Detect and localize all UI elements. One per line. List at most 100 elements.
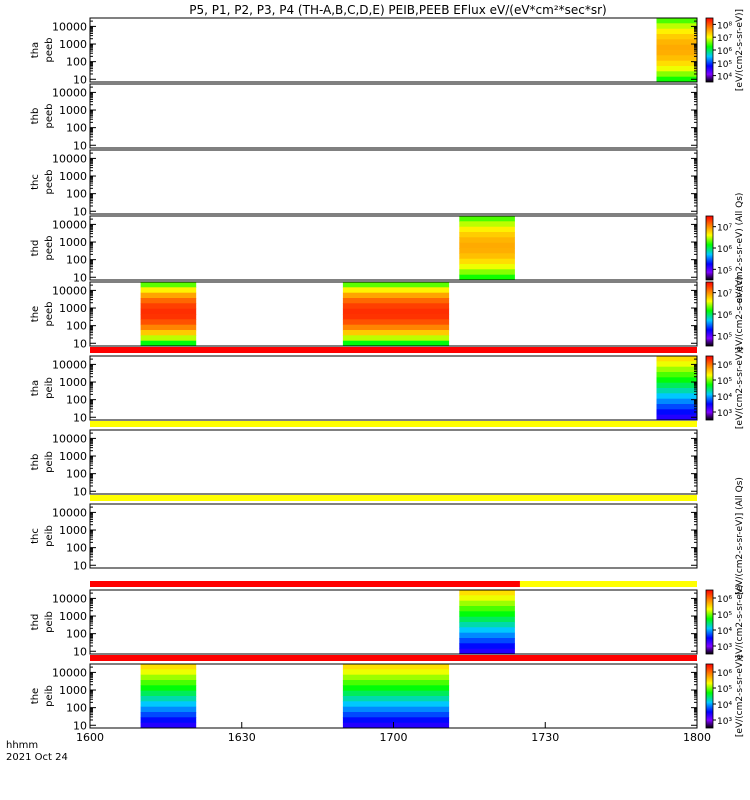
colorbar-tick-label: 10³ xyxy=(717,717,732,727)
spectrogram-block-the-peib-0-band-3 xyxy=(140,680,197,686)
spectrogram-block-the-peeb-1-band-11 xyxy=(342,340,450,347)
panel-probe-label: thb xyxy=(30,454,41,471)
spectrogram-block-the-peib-1-band-7 xyxy=(342,701,450,708)
panel-frame-thb-peeb xyxy=(89,83,698,149)
spectrogram-block-thd-peib-0-band-2 xyxy=(459,600,515,607)
colorbar-tick-label: 10⁵ xyxy=(717,266,732,276)
colorbar-tick-label: 10⁵ xyxy=(717,332,732,342)
y-tick-label-1000: 1000 xyxy=(59,302,87,315)
y-tick-label-10: 10 xyxy=(73,719,87,732)
spectrogram-block-thd-peib-0-band-5 xyxy=(459,616,515,623)
colorbar-tick-label: 10³ xyxy=(717,409,732,419)
colorbar-tick-label: 10⁶ xyxy=(717,311,732,321)
spectrogram-block-the-peib-0-band-5 xyxy=(140,690,197,697)
spectrogram-block-thd-peib-0-band-11 xyxy=(459,648,515,655)
panel-the-peib: 10 100 1000 10000 the peib 10³ 10⁴ 10⁵ 10⁶ [eV/(cm… xyxy=(30,655,745,737)
spectrogram-block-thd-peeb-0-band-7 xyxy=(459,253,515,260)
spectrogram-block-tha-peib-0-band-1 xyxy=(656,361,697,368)
panel-thd-peib: 10 100 1000 10000 thd peib 10³ 10⁴ 10⁵ 10⁶ eV/(cm2… xyxy=(30,584,745,659)
panel-type-label: peeb xyxy=(44,302,55,327)
spectrogram-block-the-peib-1-band-1 xyxy=(342,669,450,676)
spectrogram-block-the-peib-1-band-6 xyxy=(342,696,450,702)
spectrogram-block-tha-peeb-0-band-0 xyxy=(656,18,697,24)
spectrogram-block-thd-peib-0-band-1 xyxy=(459,595,515,602)
spectrogram-block-the-peeb-0-band-5 xyxy=(140,308,197,315)
spectrogram-block-tha-peeb-0-band-9 xyxy=(656,66,697,72)
spectrogram-block-the-peib-1-band-8 xyxy=(342,706,450,713)
spectrogram-block-the-peeb-0-band-9 xyxy=(140,330,197,336)
status-bar-3-end xyxy=(519,581,697,587)
colorbar-label-the-peib: [eV/(cm2-s-sr-eV)] xyxy=(735,655,745,737)
spectrogram-block-the-peib-1-band-5 xyxy=(342,690,450,697)
colorbar-tick-label: 10⁷ xyxy=(717,290,732,300)
spectrogram-block-the-peib-1-band-11 xyxy=(342,722,450,729)
spectrogram-block-the-peeb-1-band-2 xyxy=(342,292,450,299)
y-tick-label-100: 100 xyxy=(66,468,87,481)
panel-probe-label: thb xyxy=(30,108,41,125)
panel-probe-label: the xyxy=(30,306,41,322)
spectrogram-block-the-peib-0-band-9 xyxy=(140,712,197,718)
panel-frame-thb-peib xyxy=(89,429,698,495)
panel-thb-peeb: 10 100 1000 10000 thb peeb xyxy=(30,83,698,152)
panel-probe-label: thd xyxy=(30,240,41,257)
status-bar-3 xyxy=(90,581,520,587)
spectrogram-block-thd-peeb-0-band-8 xyxy=(459,258,515,265)
colorbar-tha-peib xyxy=(705,355,714,421)
spectrogram-block-the-peeb-0-band-1 xyxy=(140,287,197,294)
x-axis-date-label: 2021 Oct 24 xyxy=(6,752,68,763)
colorbar-tick-label: 10⁶ xyxy=(717,669,732,679)
colorbar-tick-label: 10⁷ xyxy=(717,34,732,44)
spectrogram-block-thd-peib-0-band-4 xyxy=(459,611,515,618)
x-tick-label-1800: 1800 xyxy=(683,731,711,744)
panel-frame-thd-peib xyxy=(89,589,698,655)
colorbar-thd-peib xyxy=(705,589,714,655)
panel-type-label: peeb xyxy=(44,236,55,261)
x-tick-label-1630: 1630 xyxy=(228,731,256,744)
y-tick-label-10000: 10000 xyxy=(52,592,87,605)
colorbar-tick-label: 10⁸ xyxy=(717,21,732,31)
y-tick-label-1000: 1000 xyxy=(59,38,87,51)
spectrogram-block-tha-peib-0-band-4 xyxy=(656,377,697,384)
spectrogram-block-the-peib-1-band-9 xyxy=(342,712,450,718)
colorbar-tick-label: 10⁶ xyxy=(717,47,732,57)
colorbar-tick-label: 10⁴ xyxy=(717,393,732,403)
x-axis-label: hhmm xyxy=(6,740,38,751)
status-bar-0 xyxy=(90,347,697,353)
spectrogram-block-thd-peeb-0-band-6 xyxy=(459,248,515,254)
spectrogram-block-the-peeb-0-band-2 xyxy=(140,292,197,299)
y-tick-label-10000: 10000 xyxy=(52,432,87,445)
spectrogram-block-the-peib-0-band-2 xyxy=(140,674,197,681)
y-tick-label-100: 100 xyxy=(66,188,87,201)
y-tick-label-10: 10 xyxy=(73,337,87,350)
spectrogram-block-thd-peeb-0-band-2 xyxy=(459,226,515,233)
spectrogram-block-the-peeb-0-band-4 xyxy=(140,303,197,310)
spectrogram-block-tha-peib-0-band-6 xyxy=(656,388,697,394)
panel-type-label: peib xyxy=(44,525,55,547)
spectrogram-block-the-peib-0-band-6 xyxy=(140,696,197,702)
panel-frame-thc-peeb xyxy=(89,149,698,215)
y-tick-label-10: 10 xyxy=(73,139,87,152)
spectrogram-block-the-peib-0-band-0 xyxy=(140,664,197,670)
spectrogram-block-tha-peib-0-band-11 xyxy=(656,414,697,421)
panel-type-label: peeb xyxy=(44,170,55,195)
y-tick-label-1000: 1000 xyxy=(59,684,87,697)
colorbar-label-tha-peeb: [eV/(cm2-s-sr-eV)] xyxy=(735,9,745,91)
colorbar-tha-peeb xyxy=(705,17,714,83)
spectrogram-block-thd-peeb-0-band-9 xyxy=(459,264,515,270)
spectrogram-block-the-peeb-1-band-8 xyxy=(342,324,450,331)
colorbar-tick-label: 10⁵ xyxy=(717,685,732,695)
panel-type-label: peeb xyxy=(44,38,55,63)
spectrogram-block-thd-peeb-0-band-4 xyxy=(459,237,515,244)
spectrogram-block-thd-peeb-0-band-3 xyxy=(459,232,515,238)
colorbar-tick-label: 10⁴ xyxy=(717,627,732,637)
spectrogram-block-tha-peib-0-band-3 xyxy=(656,372,697,378)
panel-frame-the-peeb xyxy=(89,281,698,347)
spectrogram-block-tha-peib-0-band-0 xyxy=(656,356,697,362)
y-tick-label-10000: 10000 xyxy=(52,284,87,297)
spectrogram-block-the-peib-1-band-0 xyxy=(342,664,450,670)
spectrogram-block-thd-peib-0-band-7 xyxy=(459,627,515,634)
colorbar-tick-label: 10⁵ xyxy=(717,377,732,387)
spectrogram-block-tha-peeb-0-band-7 xyxy=(656,55,697,62)
colorbar-label-thc-peib: [eV/(cm2-s-sr-eV)] (All Qs) xyxy=(735,477,745,595)
spectrogram-block-the-peeb-0-band-6 xyxy=(140,314,197,320)
